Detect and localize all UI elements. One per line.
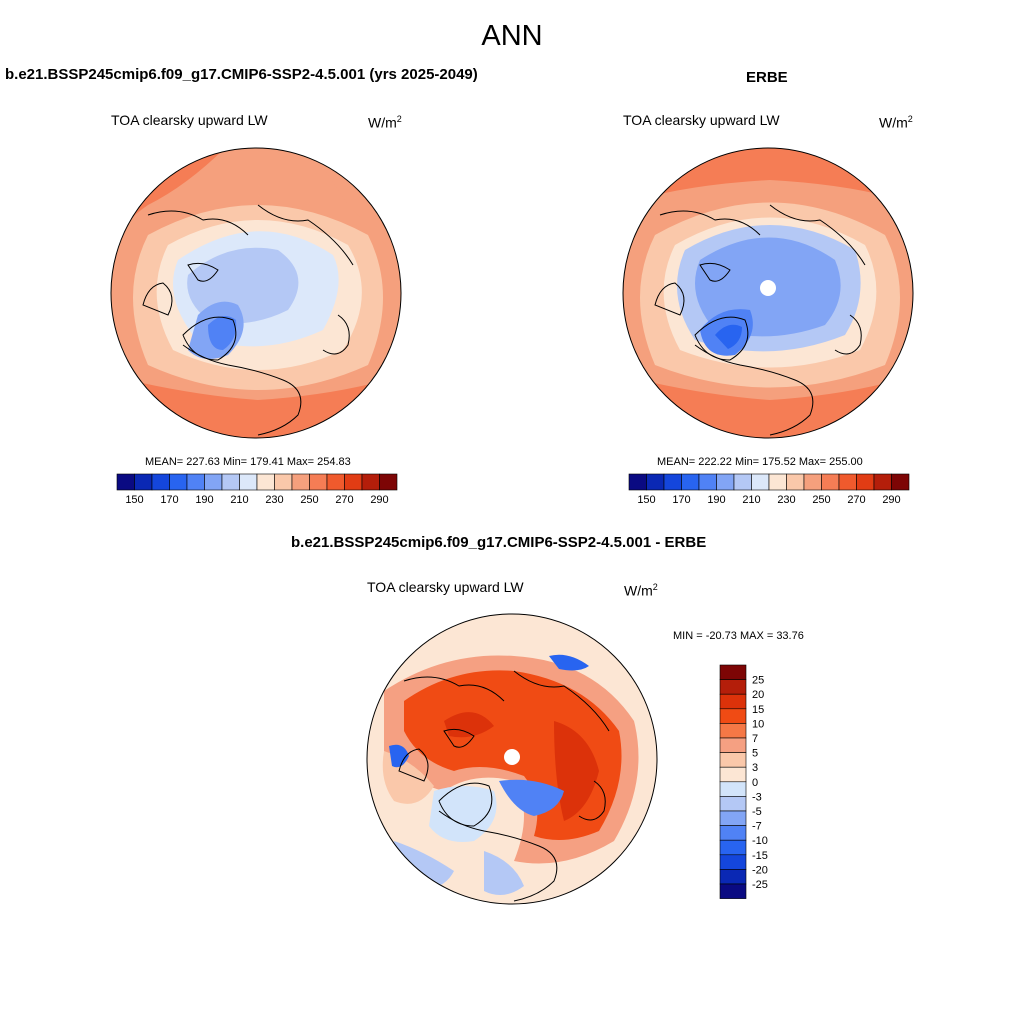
diff-stats: MIN = -20.73 MAX = 33.76 bbox=[673, 630, 804, 642]
diff-colorbar-label: -7 bbox=[752, 821, 762, 833]
model-colorbar-box bbox=[256, 473, 275, 491]
diff-colorbar-label: 10 bbox=[752, 718, 764, 730]
model-colorbar-label: 250 bbox=[300, 494, 318, 506]
obs-colorbar-label: 170 bbox=[672, 494, 690, 506]
diff-colorbar-label: -25 bbox=[752, 879, 768, 891]
obs-colorbar-box bbox=[663, 473, 682, 491]
model-polar-map bbox=[110, 147, 402, 439]
diff-colorbar-box bbox=[719, 869, 747, 885]
model-colorbar-box bbox=[361, 473, 380, 491]
obs-colorbar-box bbox=[646, 473, 665, 491]
diff-polar-map bbox=[366, 613, 658, 905]
model-colorbar-box bbox=[379, 473, 398, 491]
diff-colorbar-box bbox=[719, 781, 747, 797]
obs-colorbar-label: 270 bbox=[847, 494, 865, 506]
obs-colorbar-box bbox=[873, 473, 892, 491]
diff-colorbar-box bbox=[719, 752, 747, 768]
diff-colorbar-label: 15 bbox=[752, 704, 764, 716]
diff-colorbar-box bbox=[719, 708, 747, 724]
obs-panel-title: ERBE bbox=[746, 69, 788, 86]
obs-colorbar-box bbox=[768, 473, 787, 491]
model-colorbar-label: 150 bbox=[125, 494, 143, 506]
obs-colorbar: 150 170 190 210 230 250 270 290 bbox=[628, 473, 910, 506]
diff-colorbar-label: -3 bbox=[752, 791, 762, 803]
diff-colorbar-label: 5 bbox=[752, 748, 758, 760]
obs-colorbar-box bbox=[716, 473, 735, 491]
diff-colorbar-box bbox=[719, 723, 747, 739]
diff-colorbar-label: -5 bbox=[752, 806, 762, 818]
obs-polar-map bbox=[622, 147, 914, 439]
model-colorbar-label: 190 bbox=[195, 494, 213, 506]
obs-colorbar-label: 190 bbox=[707, 494, 725, 506]
model-colorbar-label: 270 bbox=[335, 494, 353, 506]
model-colorbar-box bbox=[326, 473, 345, 491]
model-colorbar-box bbox=[186, 473, 205, 491]
diff-colorbar-box bbox=[719, 679, 747, 695]
obs-colorbar-box bbox=[821, 473, 840, 491]
diff-colorbar-box bbox=[719, 796, 747, 812]
obs-colorbar-box bbox=[803, 473, 822, 491]
diff-colorbar-label: -10 bbox=[752, 835, 768, 847]
diff-colorbar-label: 20 bbox=[752, 689, 764, 701]
diff-colorbar-box bbox=[719, 839, 747, 856]
diff-colorbar-label: 3 bbox=[752, 762, 758, 774]
diff-colorbar-box bbox=[719, 825, 747, 841]
diff-colorbar-box bbox=[719, 810, 747, 826]
diff-units-label: W/m2 bbox=[624, 582, 658, 599]
model-colorbar-box bbox=[134, 473, 153, 491]
obs-stats: MEAN= 222.22 Min= 175.52 Max= 255.00 bbox=[657, 456, 863, 468]
obs-colorbar-box bbox=[838, 473, 857, 491]
diff-colorbar: 25 20 15 10 7 5 3 0 -3 -5 -7 -10 -15 -20 -25 bbox=[719, 664, 768, 899]
model-colorbar-box bbox=[291, 473, 310, 491]
diff-variable-label: TOA clearsky upward LW bbox=[367, 579, 524, 595]
figure-title: ANN bbox=[481, 20, 543, 52]
obs-colorbar-box bbox=[856, 473, 875, 491]
obs-variable-label: TOA clearsky upward LW bbox=[623, 112, 780, 128]
model-colorbar-box bbox=[239, 473, 258, 491]
diff-colorbar-label: 7 bbox=[752, 733, 758, 745]
obs-colorbar-box bbox=[891, 473, 910, 491]
obs-colorbar-label: 290 bbox=[882, 494, 900, 506]
obs-colorbar-box bbox=[628, 473, 647, 491]
model-variable-label: TOA clearsky upward LW bbox=[111, 112, 268, 128]
model-colorbar-label: 210 bbox=[230, 494, 248, 506]
diff-colorbar-box bbox=[719, 737, 747, 753]
obs-colorbar-box bbox=[751, 473, 770, 491]
model-colorbar-box bbox=[274, 473, 293, 491]
model-colorbar-box bbox=[344, 473, 363, 491]
diff-colorbar-box bbox=[719, 766, 747, 783]
diff-colorbar-box bbox=[719, 883, 747, 899]
diff-panel-title: b.e21.BSSP245cmip6.f09_g17.CMIP6-SSP2-4.… bbox=[291, 534, 707, 551]
diff-colorbar-box bbox=[719, 693, 747, 710]
obs-colorbar-box bbox=[698, 473, 717, 491]
model-colorbar-box bbox=[309, 473, 328, 491]
model-colorbar-box bbox=[169, 473, 188, 491]
model-colorbar-label: 170 bbox=[160, 494, 178, 506]
model-colorbar-box bbox=[151, 473, 170, 491]
model-stats: MEAN= 227.63 Min= 179.41 Max= 254.83 bbox=[145, 456, 351, 468]
obs-colorbar-box bbox=[786, 473, 805, 491]
model-units-label: W/m2 bbox=[368, 114, 402, 131]
diff-colorbar-box bbox=[719, 854, 747, 870]
model-colorbar-box bbox=[116, 473, 135, 491]
diff-colorbar-label: -20 bbox=[752, 864, 768, 876]
obs-colorbar-label: 230 bbox=[777, 494, 795, 506]
diff-colorbar-label: -15 bbox=[752, 850, 768, 862]
obs-colorbar-box bbox=[733, 473, 752, 491]
model-colorbar-box bbox=[221, 473, 240, 491]
obs-colorbar-label: 150 bbox=[637, 494, 655, 506]
diff-colorbar-box bbox=[719, 664, 747, 680]
model-colorbar: 150 170 190 210 230 250 270 290 bbox=[116, 473, 398, 506]
diff-colorbar-label: 0 bbox=[752, 777, 758, 789]
model-panel-title: b.e21.BSSP245cmip6.f09_g17.CMIP6-SSP2-4.… bbox=[5, 66, 478, 83]
obs-units-label: W/m2 bbox=[879, 114, 913, 131]
diff-colorbar-label: 25 bbox=[752, 675, 764, 687]
obs-colorbar-box bbox=[681, 473, 700, 491]
model-colorbar-label: 230 bbox=[265, 494, 283, 506]
obs-colorbar-label: 210 bbox=[742, 494, 760, 506]
obs-colorbar-label: 250 bbox=[812, 494, 830, 506]
model-colorbar-box bbox=[204, 473, 223, 491]
model-colorbar-label: 290 bbox=[370, 494, 388, 506]
